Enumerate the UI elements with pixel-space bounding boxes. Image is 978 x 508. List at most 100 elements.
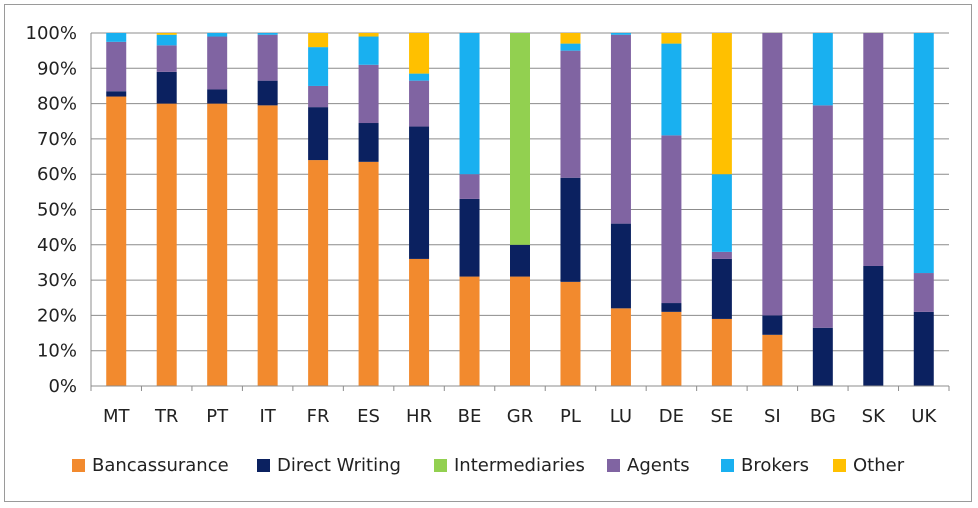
x-tick-label: GR [507,406,533,427]
bar-segment [409,80,430,127]
bar-segment [711,33,732,175]
x-tick-label: BG [810,406,836,427]
x-tick-label: HR [406,406,432,427]
bar-segment [358,36,379,65]
bar-segment [711,251,732,259]
bar-segment [207,33,228,37]
bar-segment [106,91,127,97]
bar-segment [661,43,682,136]
x-tick-label: IT [259,406,276,427]
bar-segment [711,258,732,319]
x-tick-label: FR [307,406,330,427]
bar-segment [863,33,884,266]
bar-segment [762,334,783,386]
x-tick-label: SK [862,406,886,427]
x-tick-label: SI [764,406,781,427]
y-tick-label: 80% [37,94,77,115]
y-tick-label: 10% [37,341,77,362]
bar-segment [459,174,480,199]
bar-segment [459,198,480,277]
legend-swatch [257,459,270,472]
bar-segment [812,327,833,386]
bar-segment [257,80,278,106]
legend-swatch [833,459,846,472]
x-axis: MT TR PT IT FR ES HR BE GR PL LU DE SE SI BG SK UK [90,385,950,427]
bar-segment [863,265,884,386]
bar-segment [560,177,581,282]
x-tick-label: MT [103,406,131,427]
bar-segment [913,311,934,386]
bar-segment [156,33,177,35]
x-tick-label: TR [154,406,179,427]
bar-segment [358,123,379,162]
y-tick-label: 60% [37,164,77,185]
y-tick-label: 90% [37,58,77,79]
bar-segment [156,103,177,386]
stacked-bar-chart: 0% 10% 20% 30% 40% 50% 60% 70% 80% 90% 100% MT TR PT… [26,23,950,476]
bar-segment [812,105,833,328]
bar-segment [812,33,833,106]
legend-label: Intermediaries [454,455,585,476]
bar-segment [409,258,430,386]
legend-swatch [721,459,734,472]
legend: Bancassurance Direct Writing Intermediarie… [72,455,905,476]
bar-segment [308,47,329,86]
bar-segment [207,89,228,104]
bar-segment [459,33,480,175]
bar-segment [661,33,682,44]
y-axis: 0% 10% 20% 30% 40% 50% 60% 70% 80% 90% 100% [26,23,92,397]
y-tick-label: 70% [37,129,77,150]
bar-segment [560,33,581,44]
bar-segment [207,103,228,386]
bar-segment [308,160,329,386]
bar-segment [106,33,127,42]
x-tick-label: UK [911,406,937,427]
bar-segment [156,71,177,104]
bars [106,33,934,387]
bar-segment [913,273,934,312]
bar-segment [913,33,934,274]
y-tick-label: 50% [37,200,77,221]
x-tick-label: DE [659,406,684,427]
bar-segment [257,34,278,81]
bar-segment [358,33,379,37]
bar-segment [711,174,732,252]
bar-segment [207,36,228,90]
y-tick-label: 0% [48,376,77,397]
legend-label: Agents [627,455,690,476]
bar-segment [661,303,682,312]
bar-segment [409,73,430,81]
bar-segment [560,43,581,51]
bar-segment [156,34,177,46]
y-tick-label: 100% [26,23,77,44]
y-tick-label: 30% [37,270,77,291]
bar-segment [409,33,430,74]
bar-segment [661,311,682,386]
bar-segment [711,318,732,386]
bar-segment [661,135,682,304]
bar-segment [610,34,631,224]
bar-segment [610,308,631,386]
x-tick-label: PL [560,406,581,427]
bar-segment [257,33,278,35]
bar-segment [409,126,430,259]
bar-segment [257,105,278,387]
legend-label: Brokers [741,455,809,476]
bar-segment [510,33,530,245]
bar-segment [560,50,581,178]
bar-segment [106,41,127,92]
legend-label: Other [853,455,905,476]
bar-segment [560,281,581,386]
bar-segment [358,161,379,386]
y-tick-label: 20% [37,305,77,326]
bar-segment [106,96,127,386]
bar-segment [358,64,379,124]
bar-segment [610,33,631,35]
bar-segment [510,276,530,386]
bar-segment [156,45,177,72]
legend-swatch [607,459,620,472]
legend-swatch [434,459,447,472]
y-tick-label: 40% [37,235,77,256]
legend-label: Direct Writing [277,455,401,476]
bar-segment [762,33,783,316]
